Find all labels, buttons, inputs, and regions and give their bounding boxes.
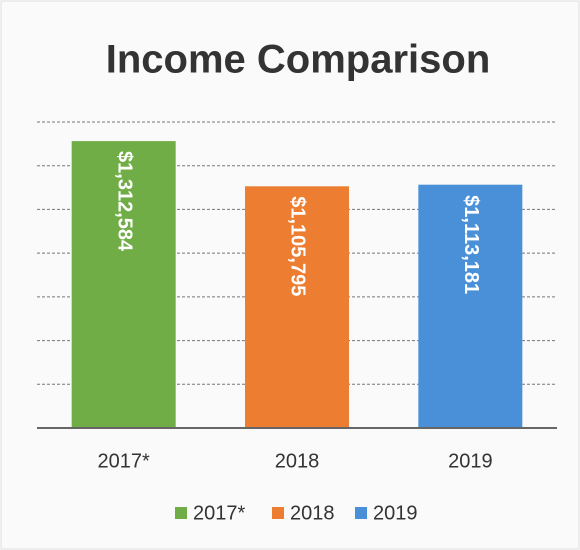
legend-label: 2018 <box>290 502 335 524</box>
bar <box>418 184 523 428</box>
legend-swatch <box>272 507 284 519</box>
data-label: $1,312,584 <box>113 151 135 252</box>
bar <box>245 186 349 428</box>
x-tick-label: 2018 <box>275 450 320 472</box>
x-tick-label: 2017* <box>98 450 150 472</box>
legend-label: 2017* <box>193 502 245 524</box>
chart-title: Income Comparison <box>106 38 491 82</box>
legend-label: 2019 <box>373 502 418 524</box>
legend-swatch <box>355 507 367 519</box>
data-label: $1,113,181 <box>460 195 482 294</box>
data-label: $1,105,795 <box>287 196 309 296</box>
legend-swatch <box>175 507 187 519</box>
x-tick-label: 2019 <box>448 450 493 472</box>
bar <box>71 141 176 429</box>
